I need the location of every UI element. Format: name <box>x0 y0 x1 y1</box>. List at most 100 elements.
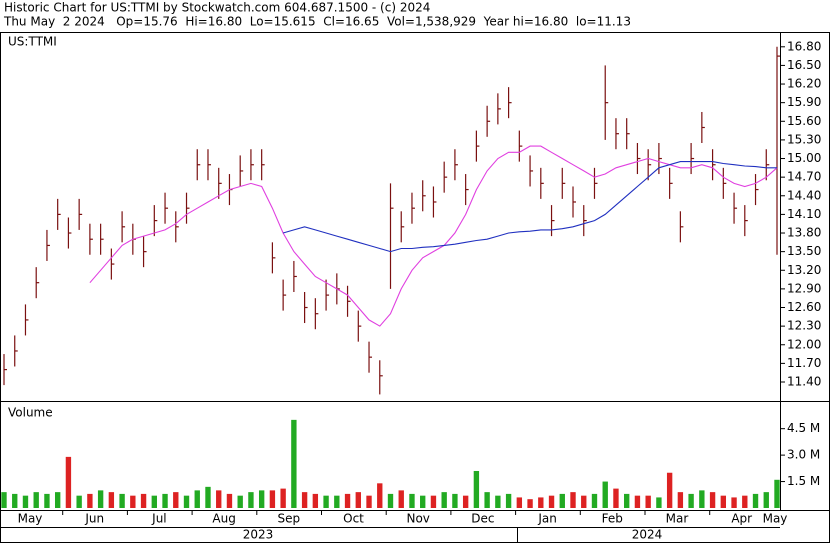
volume-bar <box>763 492 769 508</box>
y-tick-label: 16.50 <box>787 58 821 72</box>
volume-bar <box>709 492 716 508</box>
y-tick-label: 1.5 M <box>787 474 820 488</box>
x-tick-label: Sep <box>277 512 300 526</box>
volume-bar <box>258 490 265 508</box>
volume-bar <box>473 470 480 508</box>
volume-bar <box>323 495 329 508</box>
moving-average <box>282 161 777 253</box>
volume-bar <box>591 493 598 508</box>
x-tick-label: Nov <box>406 512 429 526</box>
y-tick-label: 12.30 <box>787 319 821 333</box>
volume-bar <box>645 495 651 508</box>
volume-bar <box>344 493 351 508</box>
moving-average <box>89 145 778 327</box>
y-tick-label: 13.20 <box>787 263 821 277</box>
volume-bar <box>312 493 319 508</box>
y-tick-label: 16.80 <box>787 39 821 53</box>
year-label: 2023 <box>243 528 274 542</box>
y-tick-label: 15.00 <box>787 151 821 165</box>
volume-bar <box>398 490 404 508</box>
chart-subtitle: Thu May 2 2024 Op=15.76 Hi=16.80 Lo=15.6… <box>3 15 631 29</box>
volume-bar <box>581 495 587 508</box>
volume-bar <box>774 479 780 508</box>
x-tick-label: Apr <box>731 512 752 526</box>
y-tick-label: 14.10 <box>787 207 821 221</box>
volume-bar <box>194 490 200 508</box>
volume-bar <box>420 495 426 508</box>
y-tick-label: 13.80 <box>787 226 821 240</box>
volume-bar <box>22 495 29 508</box>
volume-bar <box>387 493 394 508</box>
volume-bar <box>355 492 361 508</box>
x-tick-label: May <box>18 512 43 526</box>
volume-bar <box>602 481 608 508</box>
year-label: 2024 <box>632 528 663 542</box>
volume-bar <box>624 493 630 508</box>
volume-bar <box>688 493 694 508</box>
y-tick-label: 15.60 <box>787 114 821 128</box>
volume-bar <box>334 495 340 508</box>
y-tick-label: 12.60 <box>787 300 821 314</box>
y-tick-label: 12.00 <box>787 337 821 351</box>
volume-bar <box>205 486 211 508</box>
volume-bar <box>226 493 233 508</box>
volume-bar <box>130 495 136 508</box>
x-tick-label: Jul <box>151 512 166 526</box>
volume-bar <box>742 495 748 508</box>
y-tick-label: 15.30 <box>787 132 821 146</box>
y-tick-label: 13.50 <box>787 244 821 258</box>
x-tick-label: Mar <box>666 512 689 526</box>
chart-title: Historic Chart for US:TTMI by Stockwatch… <box>4 1 430 15</box>
volume-bar <box>538 497 544 508</box>
volume-bar <box>280 488 286 508</box>
volume-bar <box>462 495 469 508</box>
volume-bar <box>731 497 737 508</box>
volume-bar <box>301 492 308 508</box>
volume-bar <box>484 492 490 508</box>
frame <box>0 32 830 543</box>
volume-bar <box>140 493 147 508</box>
volume-bar <box>119 493 125 508</box>
volume-bar <box>108 492 115 508</box>
volume-bar <box>291 419 297 508</box>
volume-bar <box>377 483 383 508</box>
volume-bar <box>699 490 705 508</box>
volume-bar <box>452 493 458 508</box>
volume-bar <box>248 492 254 508</box>
volume-bar <box>65 456 72 508</box>
volume-bar <box>1 492 7 508</box>
volume-bar <box>44 493 50 508</box>
y-tick-label: 16.20 <box>787 77 821 91</box>
volume-bar <box>151 495 157 508</box>
y-tick-label: 14.40 <box>787 188 821 202</box>
volume-bar <box>505 493 512 508</box>
y-tick-label: 11.70 <box>787 356 821 370</box>
volume-bar <box>183 495 190 508</box>
volume-bar <box>752 493 759 508</box>
x-tick-label: Oct <box>343 512 364 526</box>
volume-label: Volume <box>8 406 53 420</box>
volume-bar <box>634 495 641 508</box>
volume-bar <box>548 495 555 508</box>
volume-bar <box>216 490 222 508</box>
volume-bar <box>666 472 673 508</box>
y-tick-label: 12.90 <box>787 281 821 295</box>
volume-bar <box>409 493 415 508</box>
volume-bar <box>495 495 501 508</box>
volume-bar <box>97 490 104 508</box>
x-tick-label: Jan <box>537 512 557 526</box>
symbol-label: US:TTMI <box>8 35 57 49</box>
volume-bar <box>76 495 82 508</box>
volume-bar <box>527 499 533 508</box>
volume-bar <box>441 492 447 508</box>
y-tick-label: 11.40 <box>787 374 821 388</box>
volume-bar <box>33 492 39 508</box>
x-tick-label: Feb <box>602 512 623 526</box>
y-tick-label: 4.5 M <box>787 421 820 435</box>
y-tick-label: 14.70 <box>787 170 821 184</box>
x-tick-label: Jun <box>84 512 104 526</box>
volume-bar <box>656 497 662 508</box>
y-tick-label: 15.90 <box>787 95 821 109</box>
volume-bar <box>12 493 18 508</box>
volume-bar <box>54 492 61 508</box>
